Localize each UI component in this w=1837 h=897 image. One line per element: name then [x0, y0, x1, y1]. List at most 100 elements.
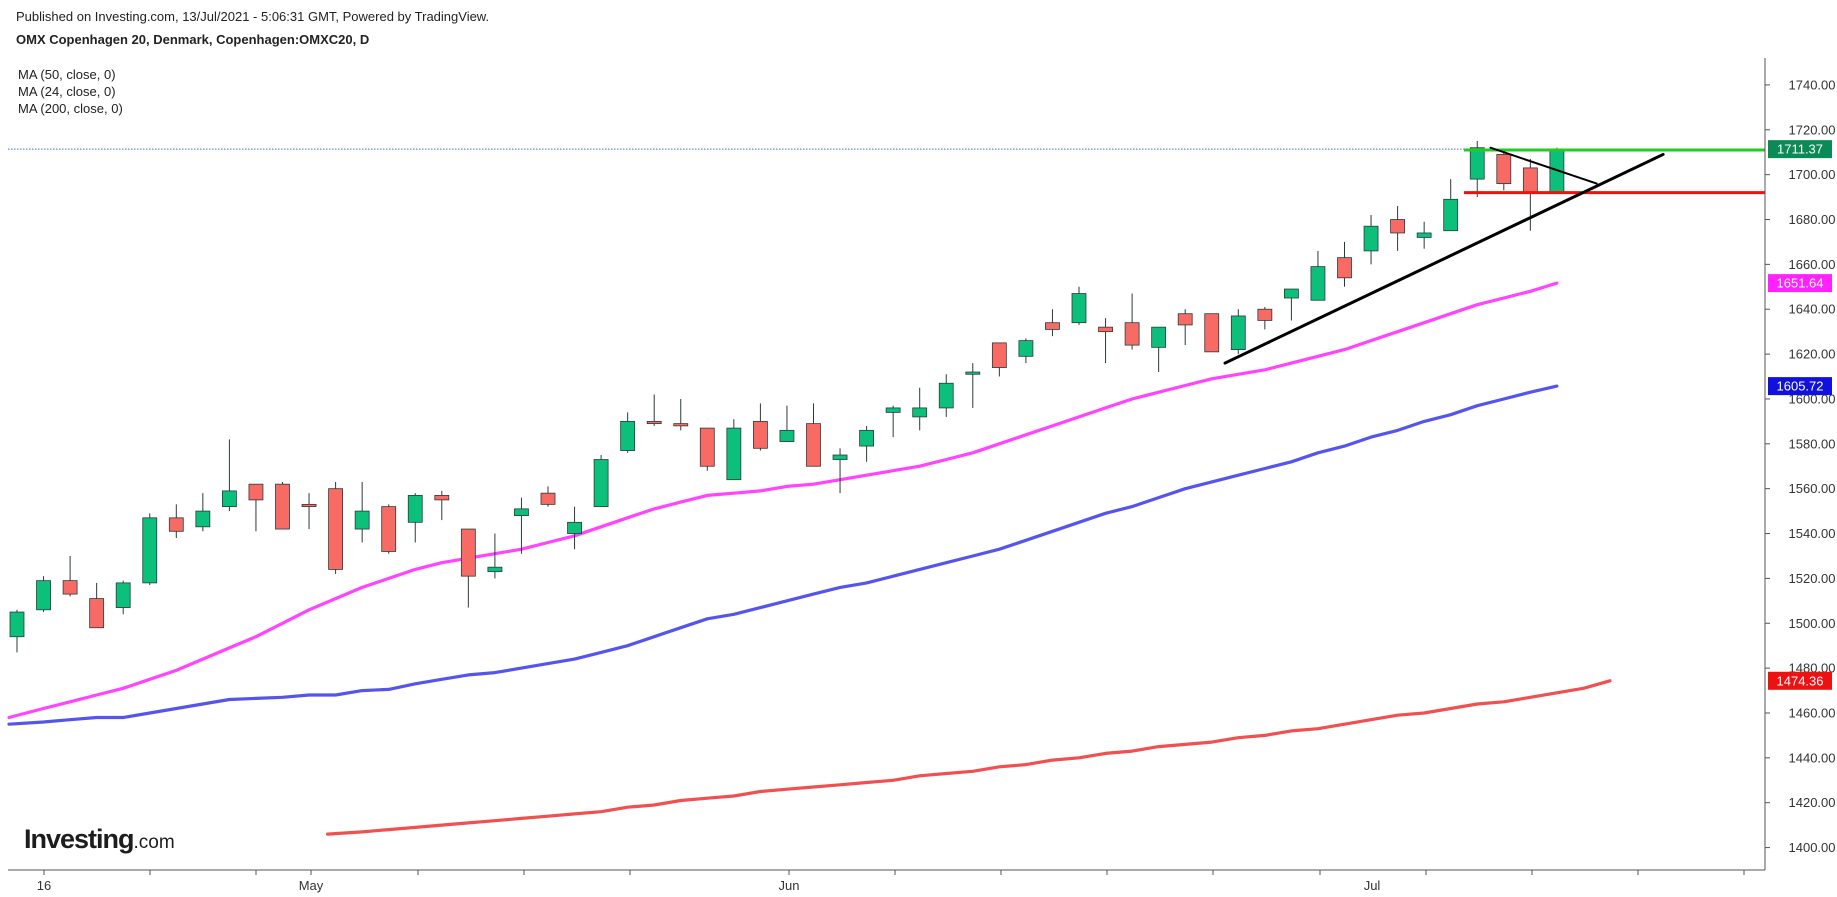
- candle-up: [938, 382, 954, 409]
- candle-up: [1310, 266, 1326, 301]
- ma-legend: MA (50, close, 0) MA (24, close, 0) MA (…: [18, 66, 123, 117]
- candle-down: [673, 423, 689, 427]
- y-tick-label: 1700.00: [1789, 167, 1836, 182]
- candle-down: [248, 483, 264, 501]
- ma-line: [7, 281, 1559, 720]
- price-tag: [1768, 274, 1832, 293]
- x-tick-label: Jul: [1364, 878, 1381, 893]
- x-tick-label: May: [299, 878, 324, 893]
- candle-up: [1151, 326, 1167, 348]
- candle-down: [540, 492, 556, 505]
- ma-legend-item[interactable]: MA (200, close, 0): [18, 101, 123, 116]
- candle-down: [1522, 167, 1538, 193]
- candle-up: [593, 459, 609, 508]
- y-tick-label: 1400.00: [1789, 840, 1836, 855]
- candle-down: [1337, 257, 1352, 279]
- candle-down: [1496, 154, 1512, 185]
- candlesticks: [9, 140, 1565, 653]
- price-tag-label: 1474.36: [1777, 673, 1824, 688]
- candle-up: [407, 495, 423, 523]
- ma-legend-item[interactable]: MA (24, close, 0): [18, 84, 116, 99]
- candle-down: [699, 427, 715, 467]
- y-tick-label: 1540.00: [1789, 526, 1836, 541]
- candle-up: [221, 490, 237, 508]
- y-tick-label: 1500.00: [1789, 616, 1836, 631]
- candle-down: [275, 483, 290, 530]
- drawn-lines: [1223, 146, 1765, 365]
- candle-up: [1018, 340, 1034, 357]
- uptrend-trend-line: [1223, 152, 1665, 365]
- candle-down: [806, 423, 821, 467]
- candle-up: [779, 429, 795, 442]
- candle-down: [1045, 322, 1060, 330]
- candle-down: [753, 420, 768, 449]
- logo-wordmark: Investing: [24, 824, 135, 854]
- investing-logo: Investing.com: [24, 824, 175, 855]
- y-tick-label: 1740.00: [1789, 77, 1836, 92]
- ma-legend-item[interactable]: MA (50, close, 0): [18, 67, 116, 82]
- candle-up: [1363, 225, 1379, 252]
- candle-down: [991, 342, 1007, 368]
- candle-down: [1098, 326, 1113, 333]
- candle-down: [460, 528, 476, 577]
- candle-up: [1071, 293, 1087, 324]
- y-tick-label: 1580.00: [1789, 436, 1836, 451]
- y-tick-label: 1520.00: [1789, 571, 1836, 586]
- candle-down: [89, 598, 105, 629]
- price-tag-label: 1711.37: [1777, 142, 1823, 157]
- candle-down: [1257, 308, 1273, 321]
- candle-down: [328, 488, 344, 570]
- candle-up: [115, 582, 131, 608]
- candle-up: [620, 420, 636, 451]
- candle-down: [168, 517, 184, 532]
- candle-up: [142, 517, 158, 584]
- price-tag: [1768, 140, 1832, 159]
- candle-down: [1177, 313, 1193, 326]
- candle-up: [487, 566, 503, 573]
- y-tick-label: 1440.00: [1789, 750, 1836, 765]
- y-tick-label: 1600.00: [1789, 391, 1836, 406]
- candle-down: [62, 580, 78, 595]
- y-tick-label: 1620.00: [1789, 347, 1836, 362]
- candle-up: [195, 510, 211, 528]
- candle-up: [1230, 315, 1246, 351]
- candle-up: [1284, 288, 1299, 299]
- candle-up: [885, 407, 901, 413]
- y-tick-label: 1420.00: [1789, 795, 1836, 810]
- candle-down: [301, 503, 317, 508]
- candle-up: [859, 429, 874, 447]
- candle-down: [646, 420, 662, 425]
- candle-down: [1204, 313, 1220, 353]
- candle-up: [726, 427, 742, 481]
- y-tick-label: 1720.00: [1789, 122, 1836, 137]
- candle-up: [567, 521, 582, 534]
- candle-up: [354, 510, 370, 530]
- candle-up: [9, 611, 25, 638]
- x-tick-label: Jun: [779, 878, 800, 893]
- candle-up: [1416, 232, 1432, 238]
- y-tick-label: 1680.00: [1789, 212, 1836, 227]
- ma-line: [326, 679, 1612, 836]
- logo-suffix: .com: [133, 832, 175, 853]
- instrument-title: OMX Copenhagen 20, Denmark, Copenhagen:O…: [16, 32, 370, 47]
- axes: 1400.001420.001440.001460.001480.001500.…: [8, 58, 1836, 893]
- ma-line: [7, 384, 1559, 726]
- y-tick-label: 1660.00: [1789, 257, 1836, 272]
- candle-up: [514, 508, 529, 516]
- candle-up: [965, 371, 981, 375]
- candle-up: [36, 580, 51, 611]
- candle-up: [912, 407, 928, 418]
- price-tag: [1768, 671, 1832, 690]
- candle-down: [434, 495, 450, 501]
- short-down-trend-line: [1489, 146, 1598, 185]
- candle-down: [1390, 219, 1405, 234]
- candle-up: [1443, 198, 1459, 232]
- candle-up: [1469, 147, 1485, 180]
- y-tick-label: 1640.00: [1789, 302, 1836, 317]
- price-tag: [1768, 377, 1832, 396]
- y-tick-label: 1560.00: [1789, 481, 1836, 496]
- price-tag-label: 1605.72: [1777, 379, 1824, 394]
- published-note: Published on Investing.com, 13/Jul/2021 …: [16, 9, 490, 24]
- candle-up: [832, 454, 848, 460]
